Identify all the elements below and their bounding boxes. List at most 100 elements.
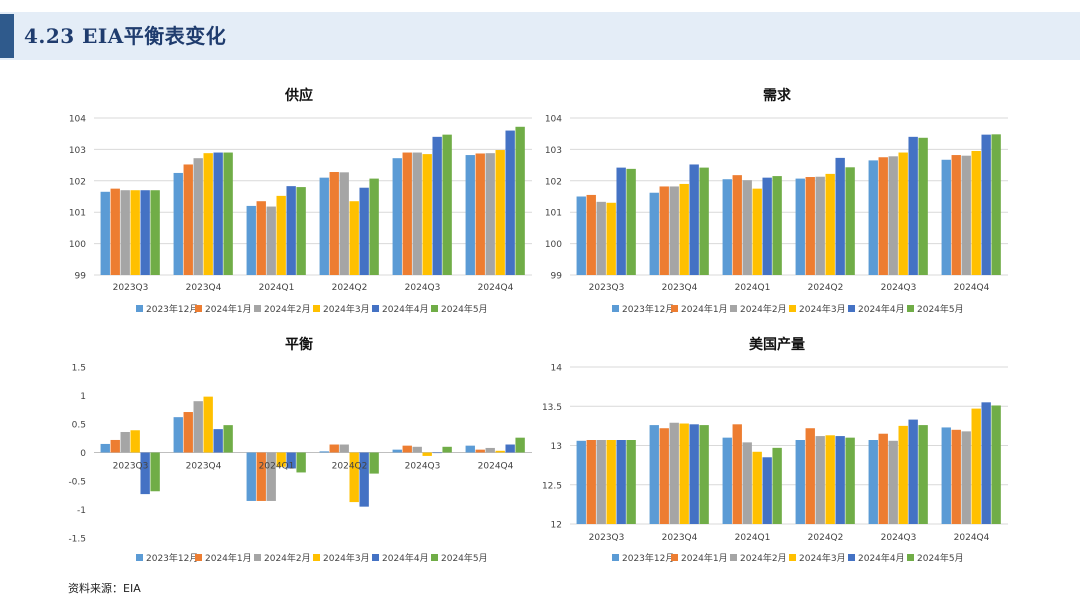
bar	[369, 452, 379, 474]
legend-swatch	[730, 554, 737, 561]
x-tick-label: 2023Q4	[662, 533, 698, 543]
legend-label: 2024年1月	[681, 552, 728, 564]
bar	[432, 452, 442, 454]
bar	[835, 436, 845, 524]
y-tick-label: 100	[69, 240, 86, 250]
legend-swatch	[789, 554, 796, 561]
legend-swatch	[431, 305, 438, 312]
bar	[888, 440, 898, 524]
bar	[402, 152, 412, 275]
y-tick-label: 14	[551, 364, 563, 374]
bar	[981, 134, 991, 275]
bar	[971, 150, 981, 275]
legend-label: 2024年5月	[441, 552, 488, 564]
x-tick-label: 2024Q2	[808, 533, 844, 543]
bar	[941, 159, 951, 275]
bar	[120, 190, 130, 275]
legend-label: 2024年2月	[740, 303, 787, 315]
bar	[475, 153, 485, 275]
bar	[140, 190, 150, 275]
x-tick-label: 2024Q3	[881, 283, 917, 293]
bar	[369, 178, 379, 275]
legend-label: 2024年1月	[205, 303, 252, 315]
bar	[762, 457, 772, 524]
bar	[223, 425, 233, 453]
bar	[173, 172, 183, 275]
header-bar: 4.23 EIA平衡表变化	[0, 12, 1080, 60]
y-tick-label: 1.5	[72, 364, 86, 374]
bar	[150, 190, 160, 275]
x-tick-label: 2023Q4	[186, 462, 222, 472]
bar	[495, 450, 505, 453]
bar	[878, 157, 888, 275]
bar	[183, 164, 193, 275]
y-tick-label: 103	[545, 146, 562, 156]
bar	[130, 190, 140, 275]
legend-label: 2024年2月	[264, 552, 311, 564]
bar	[868, 160, 878, 275]
bar	[616, 440, 626, 524]
chart-title: 供应	[284, 87, 313, 104]
chart-panel-3: 美国产量 12 12.5 13 13.5 14 2023Q3 2023Q4 2024Q1 2024…	[542, 336, 1008, 564]
bar	[659, 186, 669, 275]
legend-label: 2024年4月	[382, 552, 429, 564]
y-tick-label: 12	[551, 521, 562, 531]
bar	[392, 158, 402, 275]
legend-label: 2024年4月	[858, 552, 905, 564]
bar	[465, 155, 475, 275]
legend-label: 2024年3月	[323, 303, 370, 315]
x-tick-label: 2023Q3	[113, 283, 149, 293]
bar	[888, 156, 898, 275]
bar	[319, 177, 329, 275]
bar	[402, 445, 412, 453]
legend-swatch	[789, 305, 796, 312]
bar	[815, 176, 825, 275]
bar	[951, 155, 961, 275]
legend-label: 2024年3月	[799, 552, 846, 564]
bar	[246, 205, 256, 275]
bar	[981, 402, 991, 524]
bar	[223, 152, 233, 275]
y-tick-label: 99	[75, 272, 87, 282]
legend-swatch	[195, 554, 202, 561]
bar	[412, 446, 422, 453]
bar	[732, 175, 742, 275]
bar	[296, 452, 306, 473]
legend-label: 2024年2月	[740, 552, 787, 564]
bar	[679, 183, 689, 275]
x-tick-label: 2023Q4	[662, 283, 698, 293]
legend-swatch	[907, 554, 914, 561]
bar	[951, 429, 961, 524]
legend-label: 2024年2月	[264, 303, 311, 315]
legend-label: 2024年4月	[382, 303, 429, 315]
bar	[286, 452, 296, 469]
legend-swatch	[730, 305, 737, 312]
bar	[576, 196, 586, 275]
y-tick-label: 13	[551, 442, 562, 452]
y-tick-label: 0.5	[72, 421, 86, 431]
legend-swatch	[907, 305, 914, 312]
bar	[110, 439, 120, 453]
bar	[941, 427, 951, 524]
legend-label: 2024年3月	[799, 303, 846, 315]
bar	[961, 155, 971, 275]
y-tick-label: 101	[69, 209, 86, 219]
bar	[722, 437, 732, 524]
bar	[130, 430, 140, 453]
bar	[971, 408, 981, 524]
x-tick-label: 2023Q4	[186, 283, 222, 293]
bar	[908, 136, 918, 275]
bar	[392, 449, 402, 453]
bar	[256, 201, 266, 275]
bar	[606, 440, 616, 524]
bar	[805, 428, 815, 524]
bar	[616, 167, 626, 275]
header-accent-strip	[0, 14, 14, 58]
bar	[689, 164, 699, 275]
bar	[596, 201, 606, 275]
legend-swatch	[313, 305, 320, 312]
bar	[586, 194, 596, 275]
y-tick-label: 12.5	[542, 481, 562, 491]
x-tick-label: 2024Q1	[735, 533, 771, 543]
